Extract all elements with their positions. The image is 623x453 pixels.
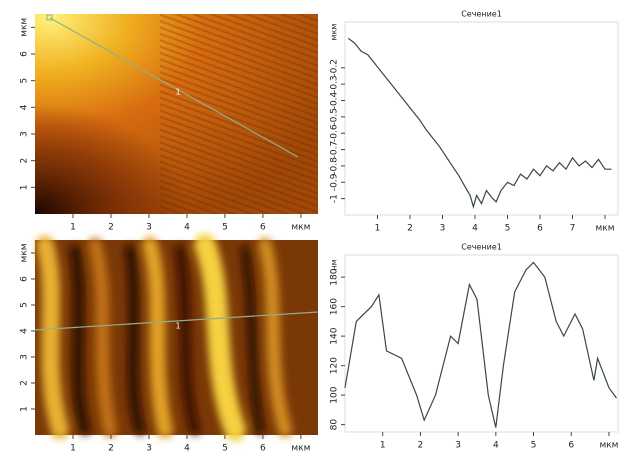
x-tick-label: 2 [108, 223, 114, 233]
x-tick-label: мкм [599, 441, 618, 451]
y-tick-label: 2 [20, 380, 30, 386]
y-tick-label: -1 [330, 194, 340, 203]
x-tick-label: 5 [531, 441, 537, 451]
image-2 [34, 234, 319, 441]
x-tick-label: 1 [375, 224, 381, 234]
y-tick-label: 6 [20, 51, 30, 57]
chart-title: Сечение1 [461, 243, 502, 252]
y-tick-label: -0.3 [330, 75, 340, 93]
x-tick-label: 6 [537, 224, 543, 234]
y-tick-label: 3 [20, 354, 30, 360]
y-tick-label: 5 [20, 78, 30, 84]
y-axis-label: мкм [330, 24, 339, 41]
x-tick-label: мкм [291, 223, 310, 233]
y-tick-label: 2 [20, 158, 30, 164]
x-tick-label: 3 [440, 224, 446, 234]
y-tick-label: -0.8 [330, 157, 340, 175]
y-tick-label: 140 [330, 327, 340, 344]
x-tick-label: 6 [260, 444, 266, 453]
x-tick-label: 2 [418, 441, 424, 451]
y-tick-label: 1 [20, 184, 30, 190]
marker-label: 1 [175, 322, 180, 331]
x-tick-label: 4 [184, 444, 190, 453]
y-tick-label: мкм [20, 243, 30, 262]
y-tick-label: 80 [330, 419, 340, 431]
x-tick-label: 5 [222, 223, 228, 233]
x-tick-label: 7 [570, 224, 576, 234]
y-tick-label: 4 [20, 104, 30, 110]
y-tick-label: -0.5 [330, 108, 340, 126]
y-tick-label: 6 [20, 276, 30, 282]
x-tick-label: 6 [568, 441, 574, 451]
y-tick-label: -0.6 [330, 124, 340, 142]
image-1 [35, 14, 318, 214]
chart-title: Сечение1 [461, 10, 502, 19]
plot-frame [344, 254, 619, 433]
x-tick-label: 1 [70, 444, 76, 453]
x-tick-label: 5 [505, 224, 511, 234]
x-tick-label: 1 [380, 441, 386, 451]
y-tick-label: -0.9 [330, 173, 340, 191]
y-tick-label: -0.7 [330, 141, 340, 159]
x-tick-label: мкм [595, 224, 614, 234]
y-tick-label: -0.4 [330, 91, 340, 109]
x-tick-label: 3 [146, 444, 152, 453]
y-tick-label: 3 [20, 131, 30, 137]
x-tick-label: 4 [184, 223, 190, 233]
y-tick-label: 5 [20, 302, 30, 308]
x-tick-label: 2 [108, 444, 114, 453]
x-tick-label: 5 [222, 444, 228, 453]
y-tick-label: мкм [20, 18, 30, 37]
x-tick-label: 6 [260, 223, 266, 233]
y-tick-label: 100 [330, 386, 340, 403]
x-tick-label: 3 [146, 223, 152, 233]
y-tick-label: -0.2 [330, 59, 340, 77]
y-axis-label: нм [330, 259, 339, 270]
x-tick-label: мкм [291, 444, 310, 453]
y-tick-label: 120 [330, 357, 340, 374]
x-tick-label: 2 [407, 224, 413, 234]
x-tick-label: 1 [70, 223, 76, 233]
marker-label: 1 [175, 88, 180, 97]
x-tick-label: 4 [493, 441, 499, 451]
y-tick-label: 180 [330, 268, 340, 285]
y-tick-label: 1 [20, 406, 30, 412]
x-tick-label: 4 [472, 224, 478, 234]
profile-line [347, 37, 612, 209]
x-tick-label: 3 [455, 441, 461, 451]
y-tick-label: 4 [20, 328, 30, 334]
y-tick-label: 160 [330, 298, 340, 315]
profile-line [344, 261, 617, 428]
plot-frame [344, 21, 619, 216]
